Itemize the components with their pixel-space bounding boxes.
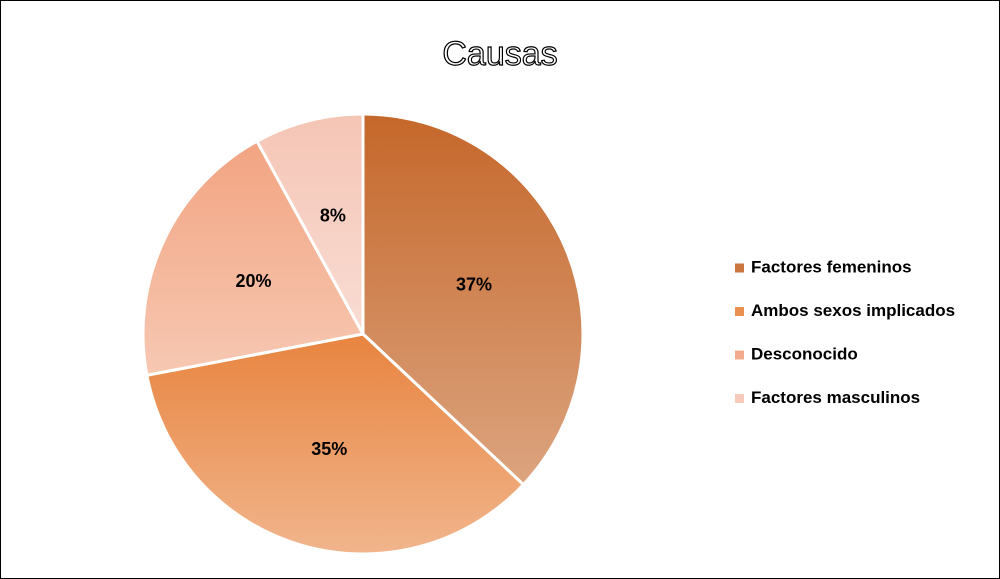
pie-slice [141, 139, 366, 377]
legend-swatch [735, 307, 744, 316]
pie-slice [361, 112, 585, 487]
data-label: 35% [311, 439, 347, 459]
legend-label: Ambos sexos implicados [751, 301, 955, 320]
pie-slice [254, 112, 365, 335]
data-label: 8% [320, 206, 346, 226]
legend-label: Factores femeninos [751, 257, 912, 276]
chart-title: Causas [442, 35, 557, 73]
legend-swatch [735, 263, 744, 273]
legend-swatch [735, 394, 744, 403]
data-label: 20% [236, 271, 272, 291]
data-label: 37% [456, 275, 492, 295]
legend-label: Desconocido [751, 344, 858, 363]
legend-swatch [735, 350, 744, 360]
legend-label: Factores masculinos [751, 388, 920, 407]
pie-slice [145, 332, 526, 556]
